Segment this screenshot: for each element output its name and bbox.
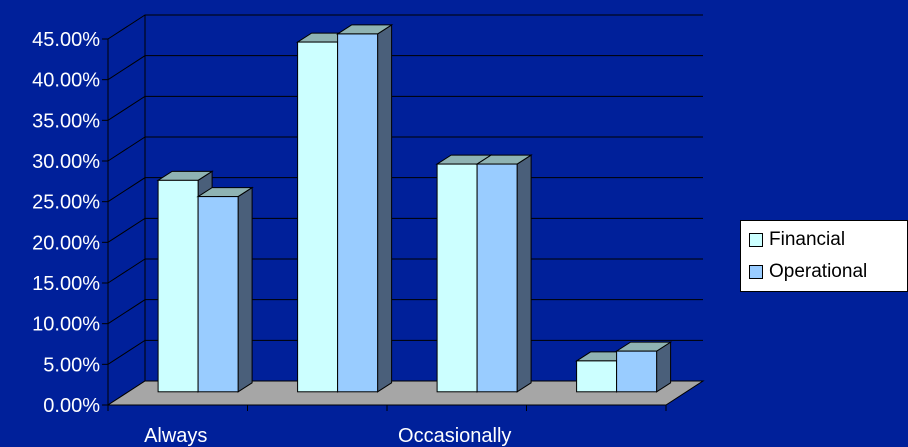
bar-financial (157, 179, 199, 393)
legend-label-financial: Financial (769, 229, 846, 250)
gridline (107, 14, 703, 40)
x-tick-label: Occasionally (398, 425, 511, 447)
y-tick-label: 30.00% (32, 151, 100, 173)
bar-operational (197, 196, 239, 393)
x-tick-label: Always (144, 425, 207, 447)
bar-operational (616, 350, 658, 393)
bar-side-operational (377, 24, 393, 393)
bar-financial (436, 163, 478, 393)
y-tick-label: 40.00% (32, 70, 100, 92)
y-tick-label: 5.00% (43, 354, 100, 376)
legend-item-financial: Financial (749, 227, 845, 253)
legend-swatch-operational (749, 265, 763, 279)
gridline (107, 55, 703, 81)
y-tick-label: 10.00% (32, 314, 100, 336)
bar-financial (297, 41, 339, 393)
bar-operational (337, 33, 379, 393)
gridline (107, 136, 703, 162)
bar-operational (476, 163, 518, 393)
y-tick-label: 45.00% (32, 29, 100, 51)
bar-side-operational (237, 186, 253, 393)
legend: Financial Operational (740, 220, 908, 292)
y-tick-label: 20.00% (32, 232, 100, 254)
y-tick-label: 15.00% (32, 273, 100, 295)
bar-side-operational (516, 154, 532, 393)
legend-label-operational: Operational (769, 261, 868, 282)
legend-item-operational: Operational (749, 259, 867, 285)
gridline (107, 95, 703, 121)
y-tick-label: 25.00% (32, 192, 100, 214)
chart-floor (106, 380, 705, 406)
y-tick-label: 0.00% (43, 395, 100, 417)
bar-financial (576, 360, 618, 393)
legend-swatch-financial (749, 233, 763, 247)
y-tick-label: 35.00% (32, 110, 100, 132)
